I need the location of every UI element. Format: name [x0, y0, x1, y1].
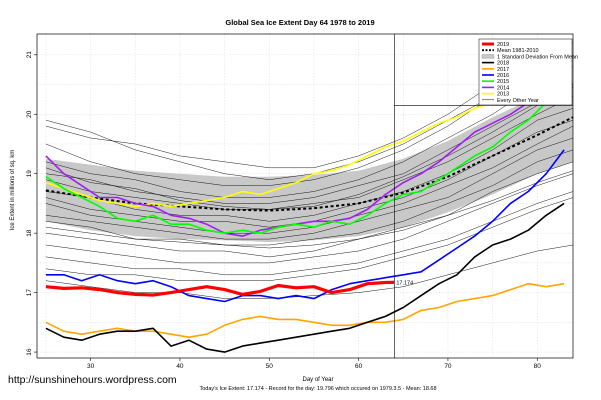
- x-tick-label: 80: [534, 363, 542, 370]
- y-tick-label: 20: [26, 110, 33, 118]
- legend-label: 2014: [497, 85, 509, 91]
- legend-label: 2015: [497, 79, 509, 85]
- other-year-line: [45, 84, 574, 204]
- footer-stats: Today's Ice Extent: 17.174 - Record for …: [199, 386, 436, 392]
- chart-title: Global Sea Ice Extent Day 64 1978 to 201…: [225, 18, 374, 27]
- x-tick-label: 40: [176, 363, 184, 370]
- series-line-2013: [45, 83, 565, 208]
- other-year-line: [45, 170, 574, 249]
- y-tick-label: 16: [26, 348, 33, 356]
- current-value-label: 17.174: [396, 280, 413, 286]
- std-dev-band-area: [45, 81, 573, 243]
- legend-label: Mean 1981-2010: [497, 48, 539, 54]
- highlighted-series: [45, 77, 565, 353]
- legend-box: [478, 38, 573, 106]
- other-year-line: [45, 108, 574, 222]
- legend-label: 2016: [497, 73, 509, 79]
- x-axis-label: Day of Year: [302, 377, 333, 383]
- series-line-2019: [45, 280, 395, 297]
- series-line-2015: [45, 78, 565, 234]
- y-tick-label: 21: [26, 51, 33, 59]
- legend-label: Every Other Year: [497, 98, 539, 104]
- credit-url: http://sunshinehours.wordpress.com: [8, 374, 177, 386]
- reference-markers: [394, 34, 573, 358]
- y-tick-label: 19: [26, 170, 33, 178]
- other-year-line: [45, 173, 574, 264]
- legend-swatch: [481, 54, 495, 59]
- y-tick-label: 18: [26, 229, 33, 237]
- series-line-2018: [45, 202, 565, 353]
- series-line-2016: [45, 149, 565, 303]
- other-year-line: [45, 161, 574, 258]
- y-axis-ticks: 16 17 18 19 20 21: [26, 51, 37, 356]
- other-year-line: [45, 244, 574, 299]
- x-axis-ticks: 30 40 50 60 70 80: [87, 358, 541, 370]
- other-year-line: [45, 66, 574, 198]
- x-tick-label: 70: [444, 363, 452, 370]
- std-dev-band: [45, 81, 573, 243]
- plot-frame: [36, 33, 574, 359]
- other-year-line: [45, 87, 574, 210]
- x-tick-label: 30: [87, 363, 95, 370]
- other-year-line: [45, 137, 574, 240]
- x-tick-label: 50: [266, 363, 274, 370]
- x-tick-label: 60: [355, 363, 363, 370]
- legend-label: 2013: [497, 92, 509, 98]
- y-tick-label: 17: [26, 289, 33, 297]
- legend-label: 1 Standard Deviation From Mean: [497, 54, 578, 60]
- y-axis-label: Ice Extent in millions of sq. km: [10, 150, 16, 231]
- legend-label: 2019: [497, 42, 509, 48]
- legend-label: 2017: [497, 67, 509, 73]
- series-line-2014: [45, 77, 565, 237]
- other-year-line: [45, 96, 574, 210]
- legend-label: 2018: [497, 61, 509, 67]
- other-year-line: [45, 197, 574, 281]
